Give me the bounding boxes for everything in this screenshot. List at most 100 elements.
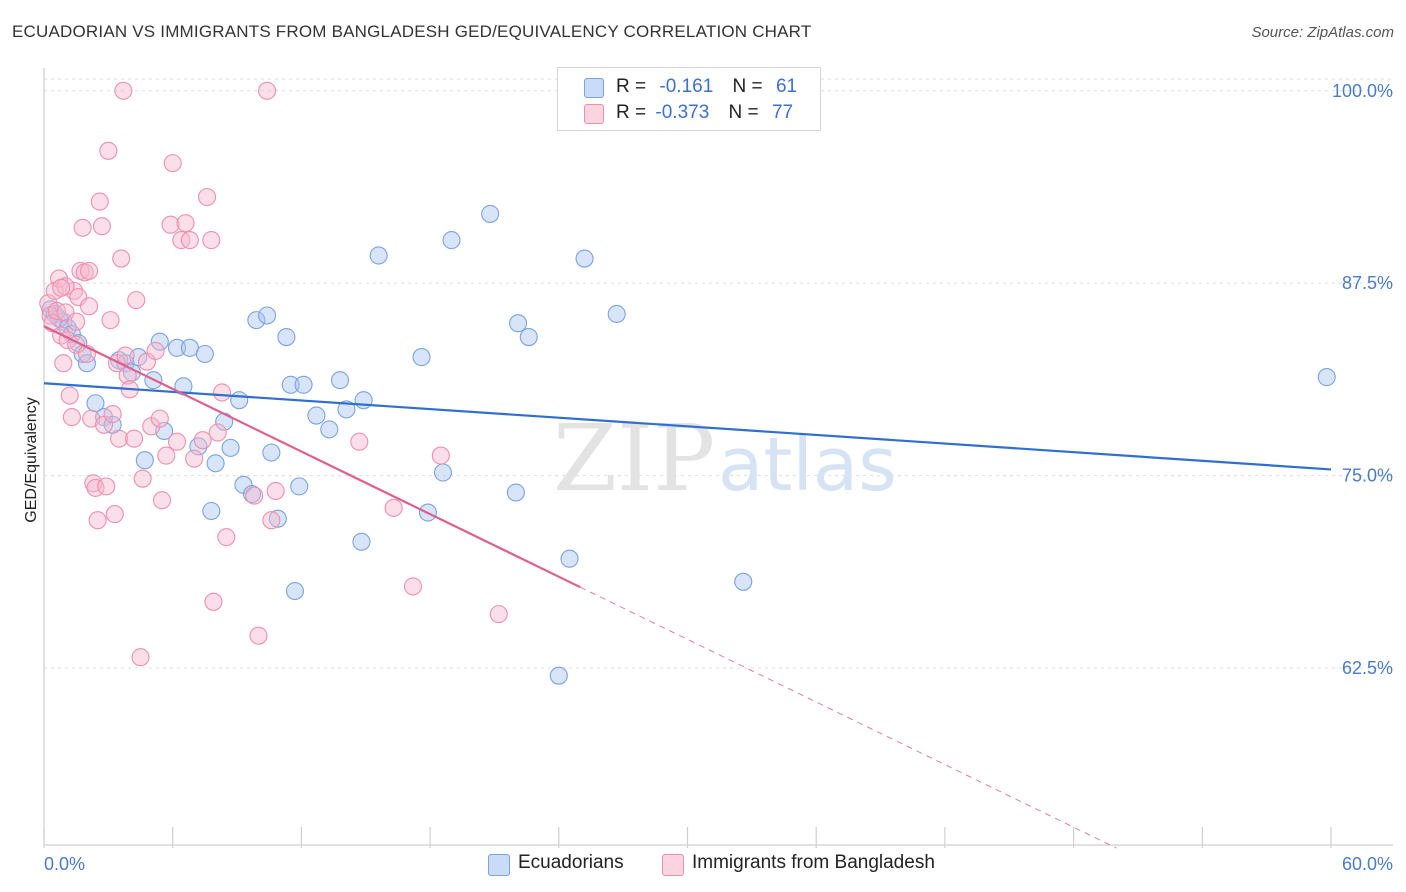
trend-line-bangladesh <box>43 325 581 589</box>
data-point <box>114 81 133 100</box>
data-point <box>230 391 249 410</box>
data-point <box>734 572 753 591</box>
correlation-legend: R = -0.161 N = 61 R = -0.373 N = 77 <box>557 67 821 131</box>
data-point <box>127 291 146 310</box>
data-point <box>131 648 150 667</box>
data-point <box>481 204 500 223</box>
data-point <box>508 314 528 333</box>
trend-line-bangladesh-extension <box>580 586 1117 849</box>
bottom-legend-label: Ecuadorians <box>518 852 624 873</box>
data-point <box>161 215 180 234</box>
data-point <box>112 249 131 268</box>
data-point <box>208 423 227 442</box>
data-point <box>62 408 81 427</box>
data-point <box>105 505 124 524</box>
data-point <box>266 481 285 501</box>
watermark: ZIP atlas <box>553 405 897 512</box>
data-point <box>431 446 450 465</box>
data-point <box>52 278 71 297</box>
data-point <box>180 338 199 357</box>
data-point <box>110 429 129 448</box>
data-point <box>146 341 165 360</box>
data-point <box>150 332 169 351</box>
trend-line-ecuadorians <box>43 382 1332 471</box>
data-point <box>180 231 199 250</box>
data-point <box>60 386 79 405</box>
legend-r-value: -0.373 <box>655 102 710 123</box>
data-point <box>101 311 120 330</box>
data-point <box>221 438 240 457</box>
data-point <box>307 406 326 425</box>
y-tick-label: 100.0% <box>1332 81 1393 101</box>
trend-lines <box>43 325 1332 849</box>
x-tick-label: 0.0% <box>44 854 85 874</box>
data-point <box>163 154 182 173</box>
data-point <box>79 261 99 280</box>
data-point <box>258 306 277 325</box>
data-point <box>320 420 339 439</box>
data-point <box>433 463 453 482</box>
data-point <box>54 354 73 373</box>
legend-n-label: N = <box>728 102 759 123</box>
data-point <box>549 666 568 685</box>
data-point <box>258 81 277 100</box>
legend-r-label: R = <box>616 102 647 123</box>
y-tick-label: 75.0% <box>1342 466 1393 486</box>
data-point <box>67 312 86 331</box>
data-point <box>285 581 305 601</box>
data-point <box>247 311 266 330</box>
data-point <box>352 532 371 551</box>
data-point <box>176 214 195 233</box>
data-point <box>560 549 579 568</box>
data-point <box>135 451 154 470</box>
axes <box>43 68 1393 848</box>
y-tick-label: 87.5% <box>1342 273 1393 293</box>
data-point <box>369 246 388 265</box>
data-point <box>575 249 594 268</box>
y-axis-title: GED/Equivalency <box>23 397 40 522</box>
data-point <box>337 400 356 419</box>
bottom-legend-label: Immigrants from Bangladesh <box>692 852 935 873</box>
data-point <box>212 383 232 402</box>
data-point <box>442 231 461 250</box>
data-point <box>262 511 281 530</box>
data-point <box>92 217 111 236</box>
data-point <box>262 443 281 462</box>
legend-swatch-blue <box>584 78 604 98</box>
data-point <box>290 477 309 496</box>
data-point <box>103 404 122 424</box>
legend-n-value: 77 <box>771 102 794 123</box>
data-point <box>607 304 626 324</box>
y-tick-label: 62.5% <box>1342 658 1393 678</box>
watermark-atlas: atlas <box>718 422 897 508</box>
watermark-zip: ZIP <box>553 405 715 512</box>
data-point <box>77 354 96 373</box>
series-bangladesh-points <box>39 81 508 667</box>
data-point <box>150 409 169 428</box>
data-point <box>1317 368 1336 387</box>
data-point <box>249 626 268 645</box>
data-point <box>489 605 508 624</box>
tick-labels: 100.0% 87.5% 75.0% 62.5% 0.0% 60.0% GED/Equiva… <box>23 81 1393 874</box>
data-point <box>217 528 236 547</box>
legend-n-value: 61 <box>775 76 798 97</box>
gridlines <box>44 78 1393 669</box>
data-point <box>152 491 172 510</box>
source-credit: Source: ZipAtlas.com <box>1251 24 1394 41</box>
data-point <box>195 344 214 364</box>
data-point <box>350 432 369 451</box>
data-point <box>125 429 144 448</box>
data-point <box>506 483 525 502</box>
bottom-legend-swatch-pink <box>662 854 684 876</box>
data-point <box>206 454 225 473</box>
bottom-legend-swatch-blue <box>488 854 510 876</box>
legend-swatch-pink <box>584 104 604 124</box>
data-point <box>197 187 217 207</box>
data-point <box>133 469 152 488</box>
data-point <box>73 218 92 237</box>
data-point <box>97 477 116 496</box>
legend-r-label: R = <box>616 76 647 97</box>
data-point <box>88 511 107 530</box>
data-point <box>403 577 422 596</box>
